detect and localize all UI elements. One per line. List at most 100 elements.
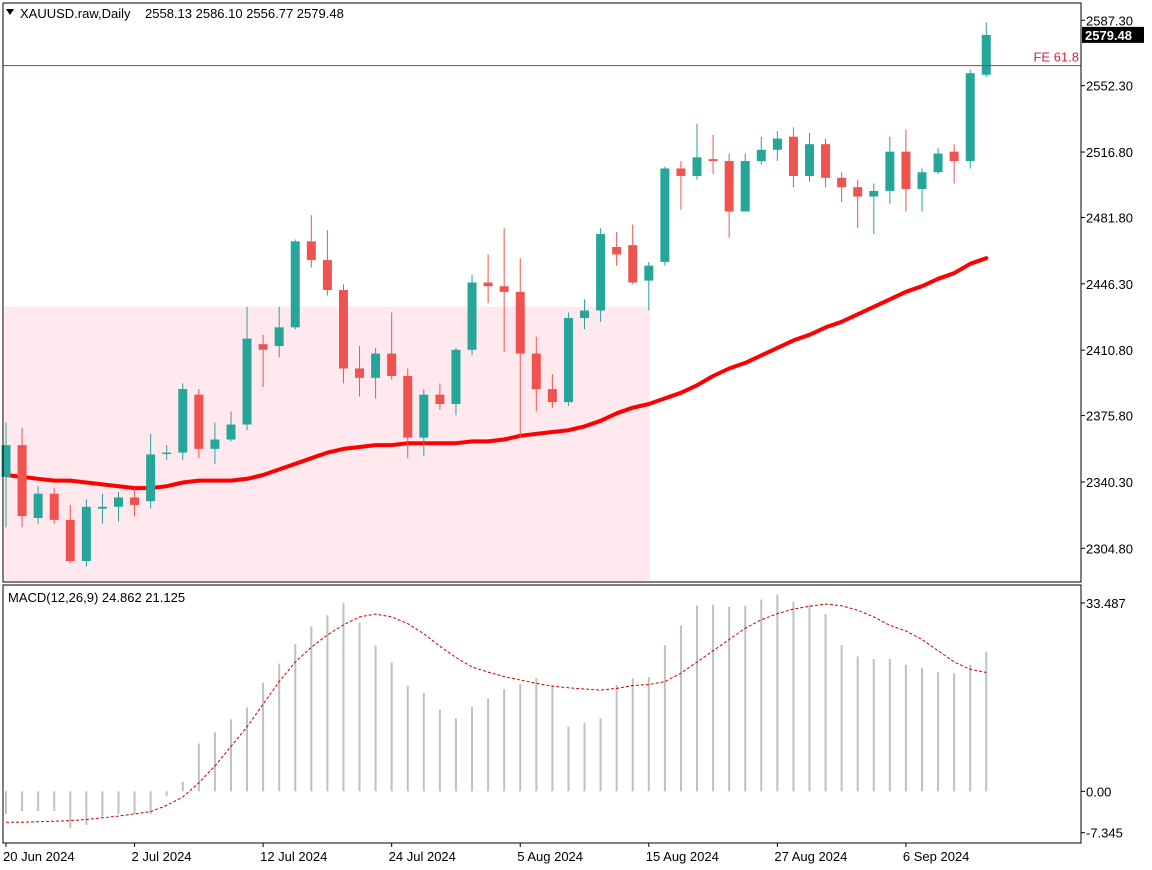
candle-body xyxy=(242,338,252,425)
candle[interactable] xyxy=(676,161,686,210)
candle[interactable] xyxy=(901,129,911,212)
candle[interactable] xyxy=(49,488,59,524)
candle[interactable] xyxy=(403,368,413,459)
candle[interactable] xyxy=(933,147,943,175)
time-tick-label: 6 Sep 2024 xyxy=(903,849,970,864)
candle[interactable] xyxy=(805,132,814,182)
candle[interactable] xyxy=(740,153,750,212)
candle-body xyxy=(162,452,172,455)
candle-body xyxy=(435,394,445,404)
candle-body xyxy=(547,389,557,403)
candle[interactable] xyxy=(628,224,638,285)
candle[interactable] xyxy=(772,131,782,162)
candle[interactable] xyxy=(146,433,156,509)
candle-body xyxy=(451,349,461,404)
highlight-zone xyxy=(4,306,650,581)
candle[interactable] xyxy=(885,136,895,204)
candle[interactable] xyxy=(371,347,381,399)
candle[interactable] xyxy=(981,22,991,78)
time-tick-label: 27 Aug 2024 xyxy=(774,849,847,864)
candle-body xyxy=(756,149,766,162)
candle[interactable] xyxy=(306,215,316,268)
candle[interactable] xyxy=(499,228,509,352)
candle[interactable] xyxy=(483,254,493,304)
candle[interactable] xyxy=(290,239,300,330)
candle[interactable] xyxy=(821,138,831,188)
candle[interactable] xyxy=(1,422,11,528)
macd-tick-label: 0.00 xyxy=(1086,784,1111,799)
candle-body xyxy=(290,241,300,328)
candle[interactable] xyxy=(788,127,798,188)
candle[interactable] xyxy=(81,499,91,567)
candle-body xyxy=(274,327,284,347)
candle[interactable] xyxy=(563,312,573,406)
candle[interactable] xyxy=(467,275,477,356)
header-collapse-icon[interactable] xyxy=(6,9,14,15)
candle-body xyxy=(805,144,814,176)
candle[interactable] xyxy=(65,504,75,563)
candle[interactable] xyxy=(756,136,766,165)
candle-body xyxy=(49,493,59,520)
candle[interactable] xyxy=(869,183,879,234)
candle[interactable] xyxy=(580,299,590,330)
candle[interactable] xyxy=(419,389,429,457)
candle[interactable] xyxy=(917,168,927,212)
fe-level-label: FE 61.8 xyxy=(1033,50,1079,65)
candle[interactable] xyxy=(274,306,284,358)
candle[interactable] xyxy=(724,153,734,238)
candle-body xyxy=(772,138,782,150)
candle[interactable] xyxy=(435,383,445,410)
candle[interactable] xyxy=(33,486,43,524)
candle[interactable] xyxy=(451,347,461,416)
macd-title: MACD(12,26,9) 24.862 21.125 xyxy=(8,590,185,605)
candle[interactable] xyxy=(162,445,172,461)
price-tick-label: 2410.80 xyxy=(1086,343,1133,358)
candle-body xyxy=(33,493,43,519)
candle[interactable] xyxy=(130,488,140,517)
candle[interactable] xyxy=(708,134,718,175)
candle[interactable] xyxy=(644,261,654,311)
candle[interactable] xyxy=(612,232,622,266)
candle-body xyxy=(933,153,943,173)
price-tick-label: 2375.80 xyxy=(1086,409,1133,424)
candle[interactable] xyxy=(949,144,959,184)
candle[interactable] xyxy=(97,493,107,524)
candle[interactable] xyxy=(660,166,670,266)
candle[interactable] xyxy=(596,228,606,322)
candle-body xyxy=(499,286,509,292)
candle[interactable] xyxy=(515,258,525,438)
candle[interactable] xyxy=(322,230,332,296)
candle-body xyxy=(692,157,702,176)
candle[interactable] xyxy=(226,411,236,442)
macd-pane-frame xyxy=(2,584,1082,844)
candle[interactable] xyxy=(692,123,702,180)
candle[interactable] xyxy=(387,312,397,380)
candle-body xyxy=(483,282,493,287)
candle-body xyxy=(612,246,622,255)
candle-body xyxy=(515,291,525,354)
candle[interactable] xyxy=(258,334,268,388)
candle[interactable] xyxy=(837,172,847,203)
candle[interactable] xyxy=(113,491,123,522)
candle[interactable] xyxy=(338,284,348,384)
candle-body xyxy=(788,136,798,176)
candle-body xyxy=(306,241,316,261)
candle[interactable] xyxy=(547,374,557,408)
candle[interactable] xyxy=(17,428,27,528)
candle[interactable] xyxy=(194,389,204,459)
candle-body xyxy=(467,282,477,350)
price-tick-label: 2446.30 xyxy=(1086,277,1133,292)
candle[interactable] xyxy=(178,383,188,461)
candle[interactable] xyxy=(355,346,365,397)
candle-body xyxy=(322,260,332,290)
candle[interactable] xyxy=(853,179,863,229)
candle[interactable] xyxy=(965,69,975,169)
candle[interactable] xyxy=(210,422,220,464)
candle-body xyxy=(210,439,220,449)
candle[interactable] xyxy=(531,336,541,412)
candle[interactable] xyxy=(242,306,252,431)
candle-body xyxy=(853,187,863,197)
candle-body xyxy=(403,375,413,438)
candle-body xyxy=(917,172,927,190)
